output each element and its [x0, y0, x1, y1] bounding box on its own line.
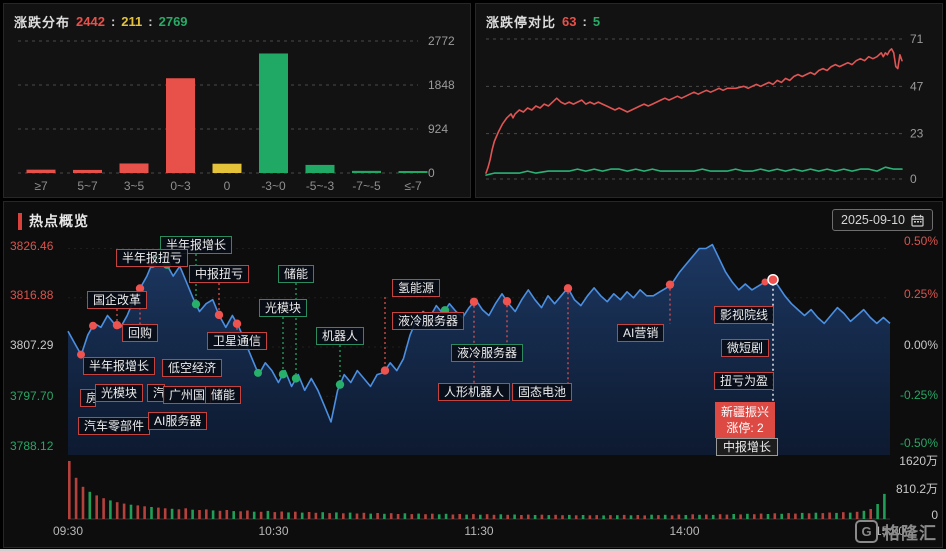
limit-down-count: 5: [592, 14, 601, 29]
svg-text:0: 0: [224, 179, 231, 193]
panel-distribution: 涨跌分布 2442 : 211 : 2769 0 924 1848 2772 ≥7 5~7…: [3, 3, 471, 198]
date-picker[interactable]: 2025-09-10: [832, 209, 933, 231]
watermark-text: 格隆汇: [883, 524, 937, 543]
limit-up-count: 63: [562, 14, 577, 29]
date-value: 2025-09-10: [841, 213, 905, 227]
decliners-count: 2769: [158, 14, 188, 29]
svg-text:5~7: 5~7: [77, 179, 98, 193]
limit-compare-line-chart: 0 23 47 71: [485, 32, 924, 186]
svg-text:0: 0: [428, 166, 435, 180]
panel-hotspot-overview: 热点概览 2025-09-10 半年报增长 半年报扭亏 中报扭亏 储能 国企改革 光模块氢…: [3, 201, 943, 548]
svg-text:23: 23: [910, 127, 924, 141]
svg-text:2772: 2772: [428, 34, 455, 48]
gelonghui-logo-icon: G: [855, 520, 878, 543]
advancers-count: 2442: [76, 14, 105, 29]
svg-text:0: 0: [910, 172, 917, 186]
distribution-title: 涨跌分布: [14, 15, 71, 30]
svg-text:-5~-3: -5~-3: [306, 179, 335, 193]
svg-text:3~5: 3~5: [124, 179, 145, 193]
svg-text:≤-7: ≤-7: [404, 179, 422, 193]
svg-text:71: 71: [910, 32, 924, 46]
svg-text:≥7: ≥7: [34, 179, 48, 193]
separator: :: [148, 14, 153, 29]
hotspot-title: 热点概览: [29, 213, 89, 229]
watermark: G 格隆汇: [855, 519, 937, 544]
svg-text:0~3: 0~3: [170, 179, 191, 193]
limit-compare-title: 涨跌停对比: [486, 15, 557, 30]
unchanged-count: 211: [121, 14, 143, 29]
hotspot-area-chart: [67, 243, 891, 520]
separator: :: [582, 14, 587, 29]
svg-text:47: 47: [910, 79, 924, 93]
separator: :: [110, 14, 116, 29]
svg-text:1848: 1848: [428, 78, 455, 92]
svg-text:-7~-5: -7~-5: [352, 179, 381, 193]
svg-text:-3~0: -3~0: [261, 179, 286, 193]
calendar-icon: [911, 214, 924, 227]
panel-limit-compare: 涨跌停对比 63 : 5 0 23 47 71: [475, 3, 943, 198]
screen-edge-strip: [0, 549, 946, 551]
title-accent-bar: [18, 212, 22, 230]
distribution-bar-chart: 0 924 1848 2772 ≥7 5~7 3~5 0~3 0 -3~0 -5~-3 -7~-5 ≤-…: [18, 34, 455, 193]
svg-text:924: 924: [428, 122, 448, 136]
